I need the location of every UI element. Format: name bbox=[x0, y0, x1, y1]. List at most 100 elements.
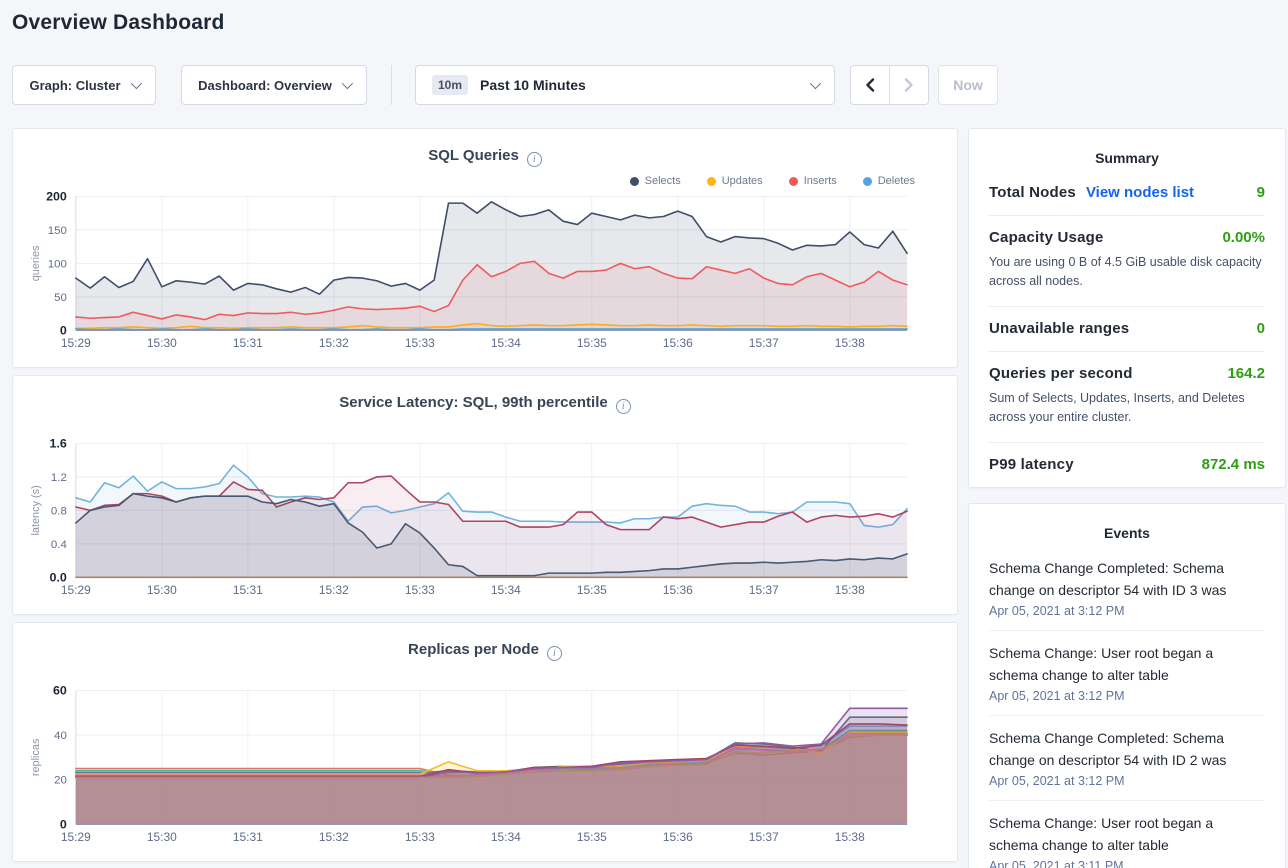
svg-text:15:36: 15:36 bbox=[663, 583, 693, 597]
capacity-description: You are using 0 B of 4.5 GiB usable disk… bbox=[989, 255, 1262, 289]
info-icon[interactable]: i bbox=[615, 399, 631, 414]
dashboard-dropdown-label: Dashboard: Overview bbox=[198, 77, 332, 93]
svg-text:15:33: 15:33 bbox=[405, 336, 435, 350]
svg-text:15:36: 15:36 bbox=[663, 336, 693, 350]
event-item: Schema Change Completed: Schema change o… bbox=[989, 715, 1265, 800]
svg-text:1.6: 1.6 bbox=[50, 436, 67, 450]
dashboard-dropdown[interactable]: Dashboard: Overview bbox=[181, 65, 367, 105]
svg-text:15:29: 15:29 bbox=[61, 830, 91, 844]
graph-dropdown-label: Graph: Cluster bbox=[29, 77, 121, 93]
qps-value: 164.2 bbox=[1227, 364, 1265, 382]
time-range-selector[interactable]: 10m Past 10 Minutes bbox=[415, 65, 835, 105]
legend-dot-icon bbox=[788, 176, 798, 186]
svg-text:40: 40 bbox=[54, 730, 67, 742]
p99-latency-label: P99 latency bbox=[989, 455, 1074, 473]
svg-text:15:32: 15:32 bbox=[319, 583, 349, 597]
chart-title: Replicas per Node bbox=[408, 641, 539, 658]
svg-text:latency (s): latency (s) bbox=[30, 485, 42, 535]
legend-dot-icon bbox=[706, 176, 716, 186]
svg-text:15:34: 15:34 bbox=[491, 830, 521, 844]
event-text: Schema Change Completed: Schema change o… bbox=[989, 730, 1227, 768]
service-latency-panel: Service Latency: SQL, 99th percentile i 1… bbox=[12, 375, 958, 615]
toolbar: Graph: Cluster Dashboard: Overview 10m P… bbox=[0, 65, 1288, 105]
qps-label: Queries per second bbox=[989, 364, 1133, 382]
svg-text:15:38: 15:38 bbox=[835, 830, 865, 844]
svg-text:15:30: 15:30 bbox=[147, 583, 177, 597]
svg-text:15:35: 15:35 bbox=[577, 583, 607, 597]
svg-text:replicas: replicas bbox=[30, 738, 42, 776]
chart-title-row: Replicas per Node i bbox=[13, 641, 957, 661]
capacity-value: 0.00% bbox=[1222, 229, 1265, 246]
events-panel: Events Schema Change Completed: Schema c… bbox=[968, 503, 1286, 868]
svg-text:15:31: 15:31 bbox=[233, 830, 263, 844]
chart-title-row: Service Latency: SQL, 99th percentile i bbox=[13, 394, 957, 414]
svg-text:15:37: 15:37 bbox=[749, 830, 779, 844]
chart-title-row: SQL Queries i bbox=[13, 147, 957, 167]
svg-text:15:34: 15:34 bbox=[491, 336, 521, 350]
sql-queries-chart[interactable]: 15:29 15:30 15:31 15:32 15:33 15:34 15:35 15:36… bbox=[13, 129, 957, 367]
total-nodes-value: 9 bbox=[1256, 184, 1265, 201]
svg-text:1.2: 1.2 bbox=[51, 472, 67, 484]
info-icon[interactable]: i bbox=[526, 152, 542, 167]
event-timestamp: Apr 05, 2021 at 3:11 PM bbox=[989, 859, 1124, 868]
chart-title: SQL Queries bbox=[428, 147, 519, 164]
page-title: Overview Dashboard bbox=[12, 11, 225, 34]
svg-text:0: 0 bbox=[60, 323, 67, 337]
svg-text:queries: queries bbox=[30, 245, 42, 281]
chart-legend: Selects Updates Inserts Deletes bbox=[629, 175, 915, 187]
now-button[interactable]: Now bbox=[938, 65, 998, 105]
svg-text:0.4: 0.4 bbox=[51, 539, 68, 551]
svg-text:15:32: 15:32 bbox=[319, 336, 349, 350]
events-list: Schema Change Completed: Schema change o… bbox=[989, 555, 1265, 868]
svg-text:15:32: 15:32 bbox=[319, 830, 349, 844]
svg-text:15:30: 15:30 bbox=[147, 336, 177, 350]
svg-text:0.8: 0.8 bbox=[51, 505, 67, 517]
chevron-left-icon bbox=[866, 78, 875, 92]
chevron-down-icon bbox=[341, 77, 353, 90]
svg-text:15:36: 15:36 bbox=[663, 830, 693, 844]
svg-text:100: 100 bbox=[48, 258, 67, 270]
graph-dropdown[interactable]: Graph: Cluster bbox=[12, 65, 156, 105]
legend-item-selects[interactable]: Selects bbox=[629, 175, 681, 187]
svg-text:15:33: 15:33 bbox=[405, 583, 435, 597]
next-time-button[interactable] bbox=[890, 66, 928, 104]
unavailable-ranges-label: Unavailable ranges bbox=[989, 319, 1130, 337]
replicas-per-node-panel: Replicas per Node i 15:29 15:30 15:31 15:32 1… bbox=[12, 622, 958, 862]
p99-latency-value: 872.4 ms bbox=[1201, 455, 1265, 473]
service-latency-chart[interactable]: 15:29 15:30 15:31 15:32 15:33 15:34 15:35 15:36… bbox=[13, 376, 957, 614]
replicas-per-node-chart[interactable]: 15:29 15:30 15:31 15:32 15:33 15:34 15:35 15:36… bbox=[13, 623, 957, 861]
summary-row-unavailable: Unavailable ranges 0 bbox=[989, 305, 1265, 351]
svg-text:20: 20 bbox=[54, 775, 67, 787]
view-nodes-list-link[interactable]: View nodes list bbox=[1085, 184, 1195, 201]
legend-item-updates[interactable]: Updates bbox=[706, 175, 763, 187]
chevron-down-icon bbox=[130, 77, 142, 90]
chart-title: Service Latency: SQL, 99th percentile bbox=[339, 394, 608, 411]
svg-text:15:33: 15:33 bbox=[405, 830, 435, 844]
svg-text:15:37: 15:37 bbox=[749, 336, 779, 350]
previous-time-button[interactable] bbox=[851, 66, 890, 104]
svg-text:15:34: 15:34 bbox=[491, 583, 521, 597]
capacity-label: Capacity Usage bbox=[989, 229, 1104, 246]
legend-dot-icon bbox=[629, 176, 639, 186]
event-timestamp: Apr 05, 2021 at 3:12 PM bbox=[989, 689, 1125, 703]
event-item: Schema Change: User root began a schema … bbox=[989, 630, 1265, 715]
legend-item-deletes[interactable]: Deletes bbox=[862, 175, 915, 187]
event-item: Schema Change Completed: Schema change o… bbox=[989, 555, 1265, 630]
svg-text:15:38: 15:38 bbox=[835, 336, 865, 350]
event-item: Schema Change: User root began a schema … bbox=[989, 800, 1265, 868]
svg-text:15:31: 15:31 bbox=[233, 336, 263, 350]
svg-text:15:38: 15:38 bbox=[835, 583, 865, 597]
summary-row-qps: Queries per second 164.2 Sum of Selects,… bbox=[989, 350, 1265, 442]
chevron-down-icon bbox=[809, 77, 822, 90]
event-text: Schema Change: User root began a schema … bbox=[989, 815, 1214, 853]
legend-item-inserts[interactable]: Inserts bbox=[788, 175, 837, 187]
event-text: Schema Change: User root began a schema … bbox=[989, 645, 1214, 683]
time-range-value: Past 10 Minutes bbox=[480, 77, 586, 93]
legend-label: Selects bbox=[644, 175, 681, 187]
info-icon[interactable]: i bbox=[546, 646, 562, 661]
svg-text:15:35: 15:35 bbox=[577, 336, 607, 350]
summary-row-total-nodes: Total Nodes View nodes list 9 bbox=[989, 180, 1265, 215]
svg-text:15:30: 15:30 bbox=[147, 830, 177, 844]
time-range-badge: 10m bbox=[432, 75, 469, 95]
unavailable-ranges-value: 0 bbox=[1256, 319, 1265, 337]
